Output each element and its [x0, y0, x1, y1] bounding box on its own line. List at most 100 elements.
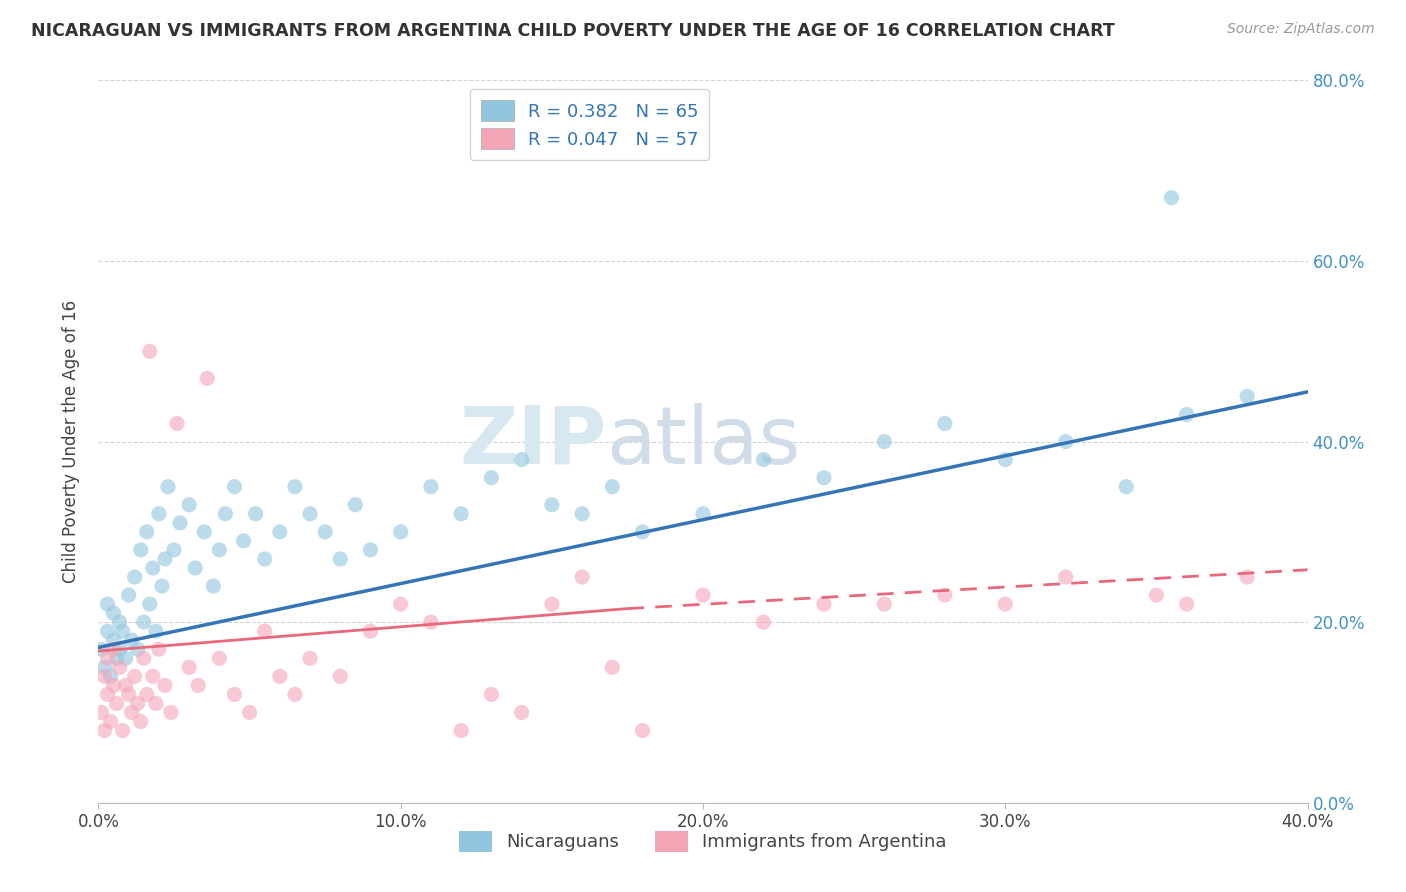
Point — [121, 706, 143, 720]
Point — [132, 651, 155, 665]
Point — [1160, 191, 1182, 205]
Point — [96, 651, 118, 665]
Point — [148, 507, 170, 521]
Point — [114, 651, 136, 665]
Point — [389, 524, 412, 539]
Point — [224, 480, 246, 494]
Point — [105, 651, 128, 665]
Point — [145, 624, 167, 639]
Point — [420, 615, 443, 630]
Point — [202, 579, 225, 593]
Point — [142, 669, 165, 683]
Point — [103, 606, 125, 620]
Text: ZIP: ZIP — [458, 402, 606, 481]
Point — [93, 723, 115, 738]
Point — [108, 642, 131, 657]
Point — [103, 642, 125, 657]
Point — [692, 507, 714, 521]
Point — [142, 561, 165, 575]
Point — [481, 687, 503, 701]
Point — [994, 452, 1017, 467]
Point — [93, 660, 115, 674]
Point — [934, 417, 956, 431]
Point — [1054, 434, 1077, 449]
Point — [118, 687, 141, 701]
Legend: Nicaraguans, Immigrants from Argentina: Nicaraguans, Immigrants from Argentina — [453, 823, 953, 859]
Point — [873, 597, 896, 611]
Point — [224, 687, 246, 701]
Point — [813, 471, 835, 485]
Point — [160, 706, 183, 720]
Point — [139, 344, 162, 359]
Point — [571, 507, 593, 521]
Point — [1175, 408, 1198, 422]
Point — [253, 624, 276, 639]
Point — [145, 697, 167, 711]
Point — [329, 552, 352, 566]
Point — [208, 651, 231, 665]
Point — [118, 588, 141, 602]
Point — [139, 597, 162, 611]
Point — [994, 597, 1017, 611]
Point — [245, 507, 267, 521]
Point — [752, 615, 775, 630]
Point — [269, 669, 291, 683]
Point — [184, 561, 207, 575]
Point — [540, 597, 562, 611]
Point — [299, 507, 322, 521]
Point — [232, 533, 254, 548]
Point — [187, 678, 209, 692]
Point — [96, 624, 118, 639]
Point — [214, 507, 236, 521]
Point — [540, 498, 562, 512]
Point — [208, 542, 231, 557]
Point — [450, 723, 472, 738]
Point — [692, 588, 714, 602]
Point — [195, 371, 218, 385]
Point — [90, 706, 112, 720]
Point — [105, 697, 128, 711]
Point — [269, 524, 291, 539]
Point — [135, 687, 157, 701]
Point — [631, 524, 654, 539]
Point — [1144, 588, 1167, 602]
Point — [150, 579, 173, 593]
Point — [602, 660, 624, 674]
Point — [166, 417, 188, 431]
Point — [571, 570, 593, 584]
Point — [103, 678, 125, 692]
Point — [934, 588, 956, 602]
Point — [153, 678, 176, 692]
Point — [752, 452, 775, 467]
Point — [450, 507, 472, 521]
Point — [1236, 389, 1258, 403]
Point — [360, 542, 382, 557]
Point — [1236, 570, 1258, 584]
Point — [420, 480, 443, 494]
Point — [108, 615, 131, 630]
Point — [329, 669, 352, 683]
Point — [344, 498, 367, 512]
Point — [510, 706, 533, 720]
Point — [153, 552, 176, 566]
Point — [481, 471, 503, 485]
Point — [108, 660, 131, 674]
Text: atlas: atlas — [606, 402, 800, 481]
Point — [602, 480, 624, 494]
Point — [1054, 570, 1077, 584]
Text: Source: ZipAtlas.com: Source: ZipAtlas.com — [1227, 22, 1375, 37]
Point — [127, 642, 149, 657]
Point — [179, 498, 201, 512]
Point — [284, 480, 307, 494]
Point — [129, 542, 152, 557]
Point — [135, 524, 157, 539]
Point — [100, 714, 122, 729]
Point — [132, 615, 155, 630]
Point — [124, 570, 146, 584]
Point — [129, 714, 152, 729]
Y-axis label: Child Poverty Under the Age of 16: Child Poverty Under the Age of 16 — [62, 300, 80, 583]
Point — [96, 687, 118, 701]
Point — [873, 434, 896, 449]
Point — [127, 697, 149, 711]
Point — [111, 723, 134, 738]
